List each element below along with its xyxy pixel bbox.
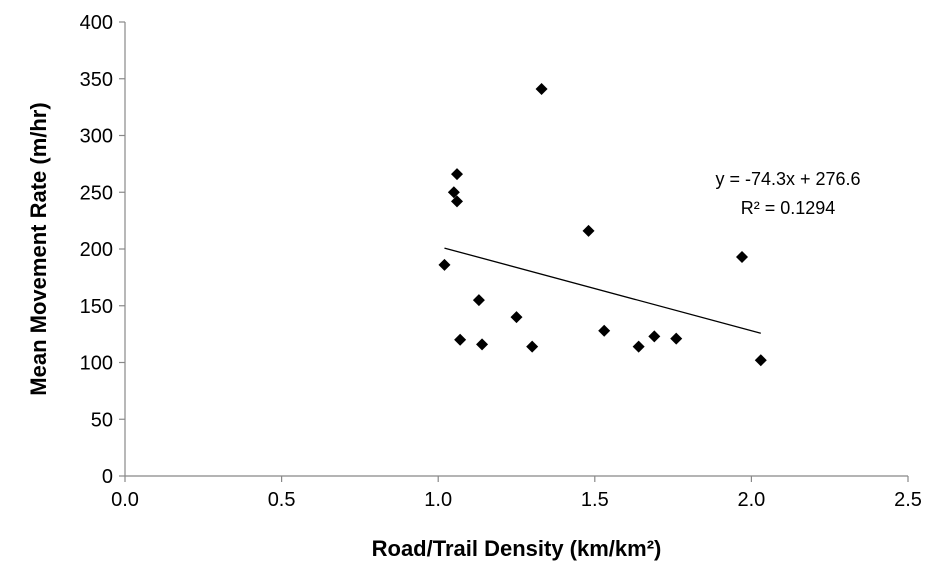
y-tick-label: 200 — [80, 239, 113, 261]
trendline-group — [444, 247, 761, 334]
data-point — [450, 168, 463, 181]
y-ticks: 0 50 100 150 200 250 300 350 400 — [80, 12, 125, 488]
x-tick-label: 0.0 — [111, 489, 139, 511]
data-point — [476, 338, 489, 351]
data-point — [535, 82, 548, 95]
y-tick-label: 150 — [80, 296, 113, 318]
trendline-r2: R² = 0.1294 — [741, 198, 836, 218]
data-point — [598, 324, 611, 337]
data-point — [648, 330, 661, 343]
trendline — [444, 247, 761, 334]
y-axis-title: Mean Movement Rate (m/hr) — [26, 102, 51, 395]
y-tick-label: 50 — [91, 409, 113, 431]
data-point — [736, 250, 749, 263]
data-point — [447, 186, 460, 199]
y-tick-label: 250 — [80, 182, 113, 204]
x-tick-label: 2.5 — [894, 489, 922, 511]
data-point — [526, 340, 539, 353]
x-tick-label: 0.5 — [268, 489, 296, 511]
y-tick-label: 0 — [102, 466, 113, 488]
x-tick-label: 2.0 — [737, 489, 765, 511]
x-axis-title: Road/Trail Density (km/km²) — [372, 536, 662, 561]
x-tick-label: 1.0 — [424, 489, 452, 511]
data-point — [454, 333, 467, 346]
x-ticks: 0.0 0.5 1.0 1.5 2.0 2.5 — [111, 476, 922, 511]
data-point — [754, 354, 767, 367]
data-points — [438, 82, 767, 367]
y-tick-label: 300 — [80, 126, 113, 148]
data-point — [438, 258, 451, 271]
axes — [124, 22, 908, 477]
data-point — [582, 224, 595, 237]
trendline-equation: y = -74.3x + 276.6 — [715, 169, 860, 189]
data-point — [472, 294, 485, 307]
data-point — [670, 332, 683, 345]
y-tick-label: 400 — [80, 12, 113, 34]
x-tick-label: 1.5 — [581, 489, 609, 511]
y-tick-label: 100 — [80, 353, 113, 375]
y-tick-label: 350 — [80, 69, 113, 91]
data-point — [632, 340, 645, 353]
data-point — [510, 311, 523, 324]
data-point — [450, 195, 463, 208]
